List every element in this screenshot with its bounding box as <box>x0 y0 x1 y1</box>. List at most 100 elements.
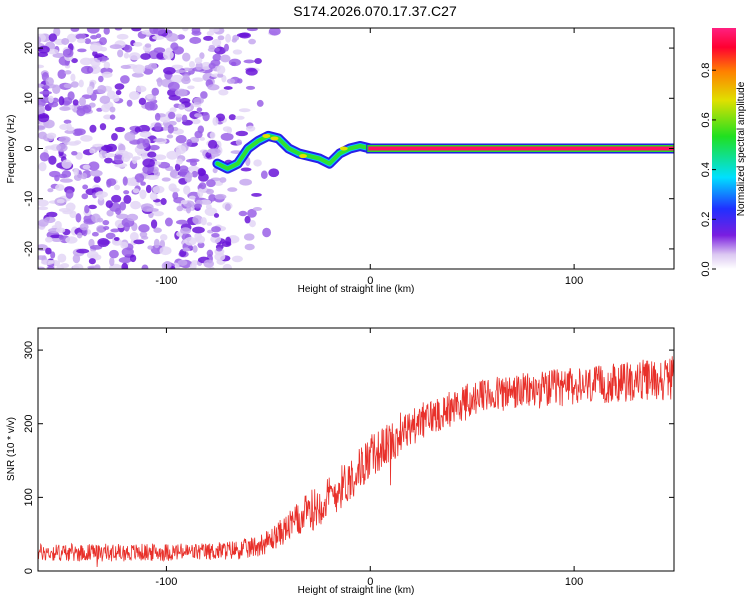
spectrogram-noise-blob <box>153 154 167 161</box>
snr-y-axis-title: SNR (10 * v/v) <box>6 417 17 481</box>
spectrogram-noise-blob <box>123 222 130 232</box>
spectrogram-noise-blob <box>63 119 72 124</box>
spectrogram-noise-blob <box>38 219 49 227</box>
spectrogram-noise-blob <box>248 38 256 45</box>
spectrogram-noise-blob <box>185 158 197 163</box>
spectrogram-noise-blob <box>124 132 136 142</box>
spectrogram-noise-blob <box>48 33 58 42</box>
spectrogram-noise-blob <box>220 132 234 141</box>
spectrogram-noise-blob <box>194 203 202 209</box>
spectrogram-noise-blob <box>145 174 159 180</box>
spectrogram-noise-blob <box>170 169 179 178</box>
spectrogram-noise-blob <box>96 225 106 234</box>
spectrogram-x-tick-label: -100 <box>155 275 177 287</box>
spectrogram-noise-blob <box>119 201 127 211</box>
spectrogram-noise-blob <box>79 223 89 231</box>
spectrogram-noise-blob <box>139 189 147 200</box>
spectrogram-noise-blob <box>185 205 192 214</box>
spectrogram-noise-blob <box>38 266 45 269</box>
spectrogram-noise-blob <box>223 43 229 52</box>
spectrogram-noise-blob <box>140 181 146 186</box>
spectrogram-noise-blob <box>200 61 212 71</box>
spectrogram-noise-blob <box>120 241 129 249</box>
snr-frame <box>37 327 675 572</box>
spectrogram-noise-blob <box>75 213 82 223</box>
spectrogram-noise-blob <box>146 94 154 100</box>
spectrogram-noise-blob <box>138 97 147 106</box>
spectrogram-noise-blob <box>160 198 167 206</box>
colorbar: 0.0 0.2 0.4 0.6 0.8 Normalized spectral ampl… <box>700 28 747 277</box>
spectrogram-noise-blob <box>208 44 216 50</box>
spectrogram-noise-blob <box>200 217 207 226</box>
spectrogram-noise-blob <box>56 143 68 152</box>
spectrogram-noise-blob <box>170 74 184 84</box>
spectrogram-noise-blob <box>88 204 97 210</box>
spectrogram-noise-blob <box>208 28 220 33</box>
spectrogram-noise-blob <box>126 99 133 107</box>
spectrogram-noise-blob <box>96 217 104 223</box>
spectrogram-x-axis-title: Height of straight line (km) <box>298 284 415 295</box>
spectrogram-noise-blob <box>121 154 131 163</box>
spectrogram-noise-blob <box>176 219 188 225</box>
spectrogram-noise-blob <box>187 85 195 90</box>
spectrogram-noise-blob <box>256 99 264 107</box>
snr-plot-area <box>38 328 674 571</box>
spectrogram-noise-blob <box>192 215 203 225</box>
spectrogram-noise-blob <box>260 170 268 179</box>
spectrogram-noise-blob <box>217 73 224 78</box>
spectrogram-noise-blob <box>194 113 203 118</box>
spectrogram-noise-blob <box>243 59 255 64</box>
spectrogram-noise-blob <box>99 37 107 46</box>
spectrogram-hotspot <box>262 133 271 138</box>
spectrogram-noise-blob <box>184 236 197 246</box>
spectrogram-noise-blob <box>175 135 187 144</box>
spectrogram-noise-blob <box>206 222 213 226</box>
spectrogram-noise-blob <box>73 173 83 181</box>
spectrogram-noise-blob <box>176 158 183 165</box>
spectrogram-noise-blob <box>65 202 76 212</box>
spectrogram-noise-blob <box>180 199 188 205</box>
spectrogram-noise-blob <box>106 90 116 100</box>
spectrogram-noise-blob <box>38 45 50 54</box>
spectrogram-noise-blob <box>101 71 113 78</box>
spectrogram-noise-blob <box>186 139 193 147</box>
spectrogram-noise-blob <box>38 199 49 207</box>
spectrogram-noise-blob <box>191 170 198 178</box>
spectrogram-noise-blob <box>96 107 103 112</box>
spectrogram-noise-blob <box>175 145 187 155</box>
spectrogram-noise-blob <box>162 50 174 60</box>
spectrogram-noise-blob <box>226 78 236 84</box>
spectrogram-noise-blob <box>193 97 204 105</box>
spectrogram-noise-blob <box>132 156 141 161</box>
spectrogram-noise-blob <box>149 144 160 151</box>
spectrogram-noise-blob <box>147 245 154 250</box>
spectrogram-noise-blob <box>209 131 216 139</box>
spectrogram-noise-blob <box>163 66 176 75</box>
spectrogram-noise-blob <box>139 131 152 138</box>
spectrogram-noise-blob <box>174 163 181 172</box>
spectrogram-noise-blob <box>245 85 256 90</box>
spectrogram-noise-blob <box>227 187 238 192</box>
spectrogram-noise-blob <box>262 227 272 238</box>
spectrogram-noise-blob <box>151 87 160 96</box>
spectrogram-noise-blob <box>104 153 116 158</box>
spectrogram-noise-blob <box>219 177 227 183</box>
spectrogram-noise-blob <box>89 245 103 250</box>
spectrogram-noise-blob <box>70 28 80 32</box>
spectrogram-noise-blob <box>57 69 67 80</box>
spectrogram-hotspot <box>339 146 348 151</box>
colorbar-label: Normalized spectral amplitude <box>736 81 747 216</box>
spectrogram-x-tick-label: 100 <box>565 275 583 287</box>
spectrogram-noise-blob <box>174 69 187 74</box>
spectrogram-noise-blob <box>78 96 86 107</box>
spectrogram-noise-blob <box>106 178 112 188</box>
spectrogram-noise-blob <box>71 150 78 156</box>
spectrogram-noise-blob <box>115 90 122 96</box>
colorbar-tick-label: 0.0 <box>700 261 712 276</box>
spectrogram-noise-blob <box>56 198 65 204</box>
spectrogram-noise-blob <box>141 235 149 240</box>
spectrogram-noise-blob <box>129 232 139 242</box>
spectrogram-noise-blob <box>211 232 220 238</box>
spectrogram-noise-blob <box>52 97 59 104</box>
spectrogram-noise-blob <box>81 193 89 200</box>
